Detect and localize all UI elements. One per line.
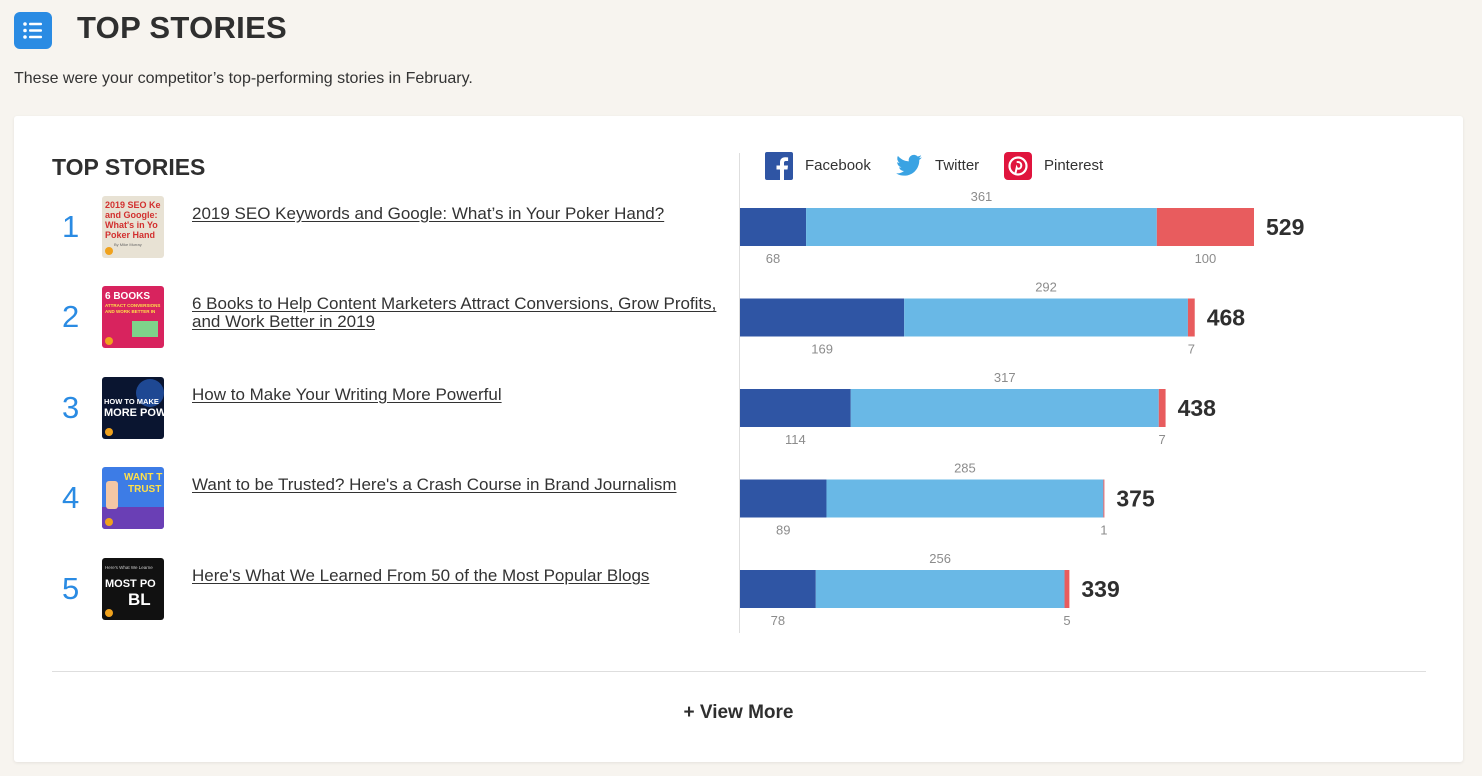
bar-segment-twitter — [806, 208, 1157, 246]
svg-text:ATTRACT CONVERSIONS: ATTRACT CONVERSIONS — [105, 303, 160, 308]
facebook-icon — [765, 152, 793, 180]
story-link[interactable]: 6 Books to Help Content Marketers Attrac… — [192, 294, 717, 331]
story-rank: 5 — [62, 571, 80, 606]
story-row: 1 2019 SEO Ke and Google: What's in Yo P… — [52, 196, 702, 260]
view-more-button[interactable]: + View More — [683, 702, 794, 723]
legend-label: Facebook — [805, 157, 871, 174]
bar-segment-facebook — [740, 570, 816, 608]
twitter-icon — [895, 152, 923, 180]
card-title: TOP STORIES — [52, 154, 206, 180]
twitter-value-label: 256 — [929, 551, 951, 566]
bar-segment-twitter — [826, 479, 1104, 518]
bar-segment-pinterest — [1103, 479, 1105, 518]
svg-text:2019 SEO Ke: 2019 SEO Ke — [105, 200, 161, 210]
total-shares-label: 529 — [1266, 214, 1304, 240]
total-shares-label: 375 — [1116, 486, 1155, 512]
svg-text:By Mike Murray: By Mike Murray — [114, 242, 142, 247]
bar-segment-twitter — [850, 389, 1159, 427]
top-stories-card: TOP STORIES 1 2019 SEO Ke and Google: Wh… — [14, 116, 1463, 762]
svg-text:Poker Hand: Poker Hand — [105, 230, 155, 240]
pinterest-value-label: 7 — [1188, 342, 1195, 357]
svg-text:AND WORK BETTER IN: AND WORK BETTER IN — [105, 309, 155, 314]
bar-segment-pinterest — [1064, 570, 1070, 608]
story-rank: 4 — [62, 480, 80, 515]
svg-text:6 BOOKS: 6 BOOKS — [105, 291, 150, 302]
page-title: TOP STORIES — [77, 10, 288, 45]
legend-label: Pinterest — [1044, 157, 1104, 174]
svg-text:MORE POW: MORE POW — [104, 407, 164, 419]
svg-text:What's in Yo: What's in Yo — [105, 220, 158, 230]
twitter-value-label: 317 — [994, 370, 1016, 385]
section-divider — [52, 671, 1426, 672]
page-subtitle: These were your competitor’s top-perform… — [14, 70, 473, 87]
legend-label: Twitter — [935, 157, 980, 174]
svg-text:Here's What We Learne: Here's What We Learne — [105, 565, 153, 570]
bar-segment-facebook — [740, 389, 851, 427]
story-link[interactable]: Want to be Trusted? Here's a Crash Cours… — [192, 475, 677, 494]
bar-segment-facebook — [740, 208, 807, 246]
story-rank: 2 — [62, 299, 80, 334]
facebook-value-label: 78 — [771, 613, 785, 628]
story-row: 5 Here's What We Learne MOST PO BL Here'… — [52, 558, 702, 622]
facebook-value-label: 68 — [766, 251, 780, 266]
story-link[interactable]: How to Make Your Writing More Powerful — [192, 385, 502, 404]
bar-segment-pinterest — [1158, 389, 1166, 427]
facebook-value-label: 89 — [776, 523, 790, 538]
shares-bar-chart: 361 68 100 529 292 169 7 468 317 114 7 438 285 89 1 375… — [740, 189, 1304, 628]
bar-segment-facebook — [740, 479, 827, 518]
story-thumbnail[interactable]: 6 BOOKS ATTRACT CONVERSIONS AND WORK BET… — [102, 286, 164, 348]
story-rank: 1 — [62, 209, 80, 244]
story-row: 2 6 BOOKS ATTRACT CONVERSIONS AND WORK B… — [52, 286, 716, 350]
svg-text:and Google:: and Google: — [105, 210, 158, 220]
story-thumbnail[interactable]: WANT T TRUST — [102, 467, 164, 529]
svg-text:HOW TO MAKE: HOW TO MAKE — [104, 397, 159, 406]
total-shares-label: 438 — [1178, 395, 1217, 421]
bar-segment-pinterest — [1156, 208, 1254, 246]
story-thumbnail[interactable]: 2019 SEO Ke and Google: What's in Yo Pok… — [102, 196, 164, 258]
pinterest-value-label: 7 — [1159, 432, 1166, 447]
list-icon — [14, 12, 52, 49]
pinterest-value-label: 1 — [1100, 523, 1107, 538]
pinterest-icon — [1004, 152, 1032, 180]
twitter-value-label: 361 — [971, 189, 993, 204]
pinterest-value-label: 5 — [1063, 613, 1070, 628]
svg-text:WANT T: WANT T — [124, 472, 162, 483]
svg-text:BL: BL — [128, 590, 151, 609]
total-shares-label: 468 — [1207, 305, 1246, 331]
total-shares-label: 339 — [1081, 576, 1119, 602]
story-rank: 3 — [62, 390, 80, 425]
svg-text:TRUST: TRUST — [128, 484, 161, 495]
story-link[interactable]: Here's What We Learned From 50 of the Mo… — [192, 566, 650, 585]
column-divider — [739, 153, 740, 633]
story-thumbnail[interactable]: HOW TO MAKE MORE POW — [102, 377, 164, 439]
bar-segment-pinterest — [1187, 298, 1195, 337]
story-thumbnail[interactable]: Here's What We Learne MOST PO BL — [102, 558, 164, 620]
svg-text:MOST PO: MOST PO — [105, 578, 156, 590]
twitter-value-label: 285 — [954, 461, 976, 476]
bar-segment-facebook — [740, 298, 905, 337]
facebook-value-label: 114 — [785, 432, 806, 447]
bar-segment-twitter — [904, 298, 1188, 337]
pinterest-value-label: 100 — [1195, 251, 1217, 266]
twitter-value-label: 292 — [1035, 280, 1057, 295]
story-row: 4 WANT T TRUST Want to be Trusted? Here'… — [52, 467, 702, 531]
story-row: 3 HOW TO MAKE MORE POW How to Make Your … — [52, 377, 702, 441]
bar-segment-twitter — [815, 570, 1065, 608]
story-link[interactable]: 2019 SEO Keywords and Google: What’s in … — [192, 204, 665, 223]
facebook-value-label: 169 — [811, 342, 833, 357]
